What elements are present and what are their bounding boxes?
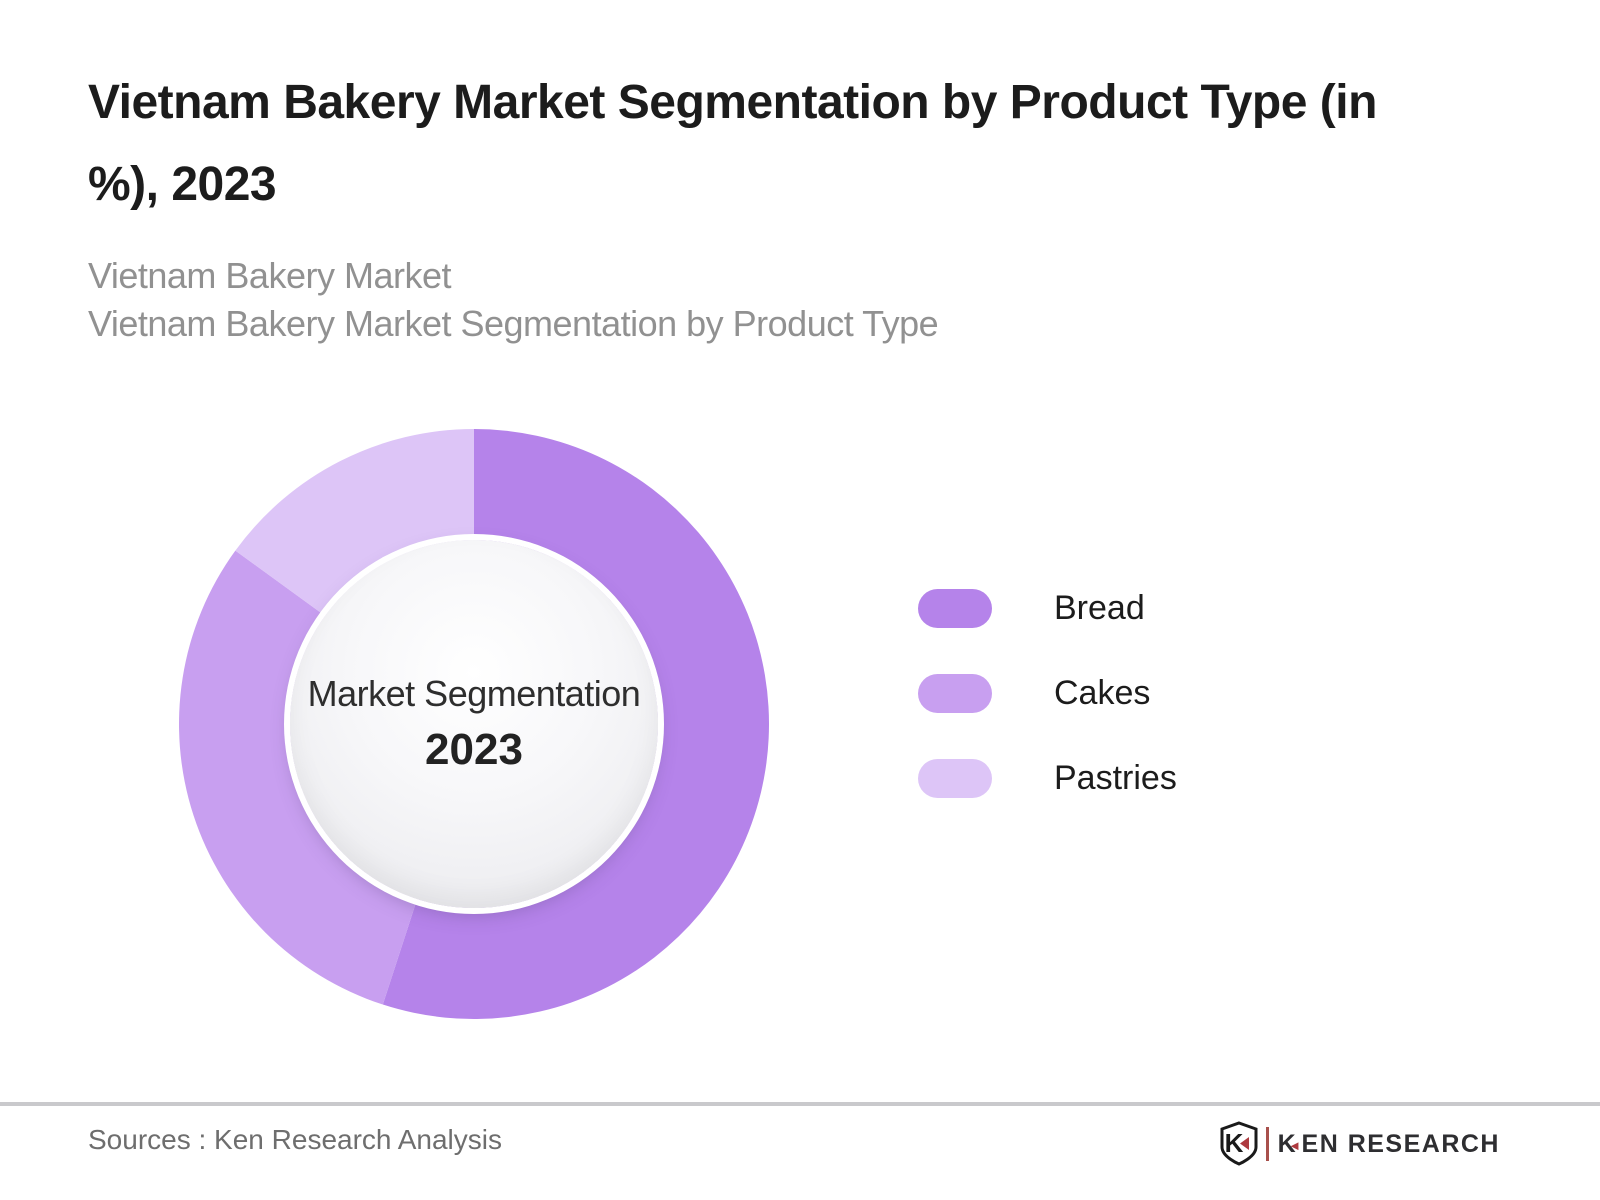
donut-center-text: Market Segmentation 2023 xyxy=(290,540,658,908)
logo-divider xyxy=(1265,1127,1269,1161)
svg-text:K: K xyxy=(1224,1128,1243,1158)
donut-hole xyxy=(290,540,658,908)
legend-swatch-cakes xyxy=(918,674,992,713)
page-title-line1: Vietnam Bakery Market Segmentation by Pr… xyxy=(88,76,1377,129)
logo-word-k: K xyxy=(1277,1129,1298,1158)
donut-center-label: Market Segmentation xyxy=(307,673,641,714)
ken-research-logo: K K ◄ EN RESEARCH xyxy=(1219,1120,1500,1168)
donut-segment-bread xyxy=(382,429,769,1019)
legend-item-bread: Bread xyxy=(918,589,1177,628)
ken-research-shield-icon: K xyxy=(1220,1121,1258,1166)
legend-label: Pastries xyxy=(1054,759,1177,797)
legend-item-pastries: Pastries xyxy=(918,759,1177,798)
logo-word-rest: EN RESEARCH xyxy=(1301,1129,1500,1158)
sources-text: Sources : Ken Research Analysis xyxy=(88,1124,502,1155)
legend-label: Bread xyxy=(1054,589,1145,627)
page-subtitle: Vietnam Bakery Market Vietnam Bakery Mar… xyxy=(88,252,1288,348)
logo-red-triangle-icon: ◄ xyxy=(1288,1137,1303,1153)
donut-chart xyxy=(179,429,769,1019)
legend-label: Cakes xyxy=(1054,674,1151,712)
donut-center-year: 2023 xyxy=(425,725,523,774)
legend-item-cakes: Cakes xyxy=(918,674,1177,713)
footer-divider xyxy=(0,1102,1600,1106)
donut-chart-area: Market Segmentation 2023 xyxy=(179,429,769,1019)
donut-segment-cakes xyxy=(179,550,418,1005)
subtitle-line1: Vietnam Bakery Market xyxy=(88,255,451,296)
page-title: Vietnam Bakery Market Segmentation by Pr… xyxy=(88,62,1548,226)
page-title-line2: %), 2023 xyxy=(88,158,277,211)
subtitle-line2: Vietnam Bakery Market Segmentation by Pr… xyxy=(88,303,939,344)
legend-swatch-bread xyxy=(918,589,992,628)
legend-swatch-pastries xyxy=(918,759,992,798)
chart-legend: Bread Cakes Pastries xyxy=(918,589,1177,844)
donut-segment-pastries xyxy=(235,429,474,616)
logo-wordmark: K ◄ EN RESEARCH xyxy=(1278,1130,1500,1159)
